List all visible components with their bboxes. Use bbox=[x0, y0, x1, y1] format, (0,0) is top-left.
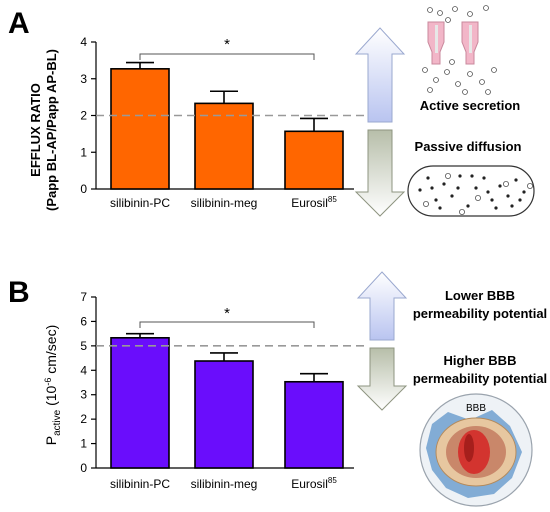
chart-b-bar bbox=[194, 360, 254, 469]
chart-b-bar bbox=[284, 380, 344, 469]
panel-b-ylabel-unit-pre: (10 bbox=[43, 385, 59, 409]
panel-b-arrow-down bbox=[356, 347, 408, 411]
panel-b-arrow-up bbox=[356, 271, 408, 341]
chart-a-y-tick-label: 4 bbox=[80, 35, 87, 49]
panel-b-ylabel-sub: active bbox=[52, 409, 63, 436]
panel-a-ylabel-line2: (Papp BL-AP/Papp AP-BL) bbox=[44, 49, 59, 211]
chart-a-y-tick-label: 2 bbox=[80, 109, 87, 123]
panel-a-ylabel: EFFLUX RATIO (Papp BL-AP/Papp AP-BL) bbox=[28, 49, 59, 211]
chart-b-category-label: silibinin-meg bbox=[191, 477, 258, 491]
chart-b-bar bbox=[110, 336, 170, 469]
panel-b-letter: B bbox=[8, 276, 30, 309]
chart-a-category-label: silibinin-meg bbox=[191, 196, 258, 210]
chart-b-significance-label: * bbox=[224, 305, 230, 322]
chart-b-y-tick-label: 5 bbox=[80, 339, 87, 353]
panel-b-lower-label-1: Lower BBB bbox=[445, 288, 515, 303]
chart-a-significance-bracket bbox=[139, 53, 315, 60]
chart-b-y-tick-label: 4 bbox=[80, 363, 87, 377]
panel-b-ylabel: Pactive (10-6 cm/sec) bbox=[43, 325, 63, 446]
panel-a-arrow-up bbox=[354, 27, 406, 123]
diffusion-capsule bbox=[407, 165, 535, 217]
chart-a-significance-label: * bbox=[224, 36, 230, 53]
panel-a-active-label: Active secretion bbox=[420, 98, 520, 113]
chart-a-bar bbox=[110, 68, 170, 190]
chart-a: 0 1 2 3 4 silibinin-PC silibinin-meg Eurosil85 * bbox=[80, 35, 365, 210]
chart-a-category-label: Eurosil85 bbox=[291, 195, 337, 210]
svg-text:Pactive (10-6 cm/sec): Pactive (10-6 cm/sec) bbox=[43, 325, 63, 446]
chart-a-category-label: silibinin-PC bbox=[110, 196, 170, 210]
chart-b-y-tick-label: 1 bbox=[80, 437, 87, 451]
chart-b-y-tick-label: 0 bbox=[80, 461, 87, 475]
panel-a-arrow-down bbox=[354, 129, 406, 217]
chart-a-bar bbox=[284, 130, 344, 190]
panel-b-higher-label-2: permeability potential bbox=[413, 371, 547, 386]
panel-b-lower-label-2: permeability potential bbox=[413, 306, 547, 321]
panel-b-ylabel-unit-exp: -6 bbox=[43, 378, 53, 386]
panel-b-higher-label-1: Higher BBB bbox=[444, 353, 517, 368]
chart-a-y-tick-label: 1 bbox=[80, 145, 87, 159]
chart-b: 0 1 2 3 4 5 6 7 silibinin-PC silibinin-meg Eurosil… bbox=[80, 290, 365, 491]
panel-a-ylabel-line1: EFFLUX RATIO bbox=[28, 83, 43, 177]
chart-b-category-label: silibinin-PC bbox=[110, 477, 170, 491]
chart-b-category-label: Eurosil85 bbox=[291, 476, 337, 491]
chart-b-y-tick-label: 2 bbox=[80, 412, 87, 426]
bbb-illustration: BBB bbox=[419, 393, 533, 507]
panel-a-letter: A bbox=[8, 7, 30, 40]
bbb-label: BBB bbox=[466, 403, 486, 414]
chart-a-y-tick-label: 3 bbox=[80, 72, 87, 86]
chart-b-y-tick-label: 7 bbox=[80, 290, 87, 304]
panel-b-ylabel-main: P bbox=[43, 436, 59, 445]
chart-b-y-tick-label: 3 bbox=[80, 388, 87, 402]
chart-b-y-tick-label: 6 bbox=[80, 314, 87, 328]
chart-b-significance-bracket bbox=[139, 321, 315, 328]
panel-a-passive-label: Passive diffusion bbox=[415, 139, 522, 154]
transporter-illustration bbox=[422, 5, 497, 95]
chart-a-y-tick-label: 0 bbox=[80, 182, 87, 196]
panel-b-ylabel-unit-post: cm/sec) bbox=[43, 325, 59, 378]
